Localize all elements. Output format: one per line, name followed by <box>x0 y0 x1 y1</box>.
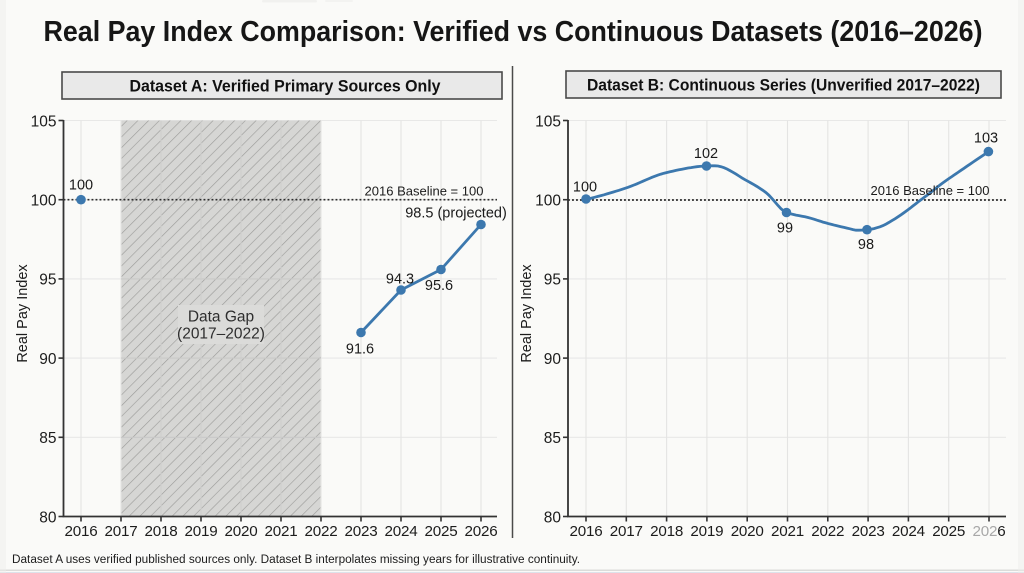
svg-text:105: 105 <box>535 113 561 130</box>
svg-text:2021: 2021 <box>265 523 298 540</box>
svg-text:Dataset A uses verified publis: Dataset A uses verified published source… <box>12 554 580 566</box>
svg-text:2025: 2025 <box>425 523 458 540</box>
svg-text:100: 100 <box>69 178 93 194</box>
svg-text:Dataset B: Continuous Series (: Dataset B: Continuous Series (Unverified… <box>587 77 980 95</box>
svg-text:2024: 2024 <box>385 523 418 540</box>
svg-text:90: 90 <box>544 351 562 368</box>
svg-text:105: 105 <box>31 113 57 130</box>
svg-text:91.6: 91.6 <box>346 341 374 357</box>
svg-text:2021: 2021 <box>771 523 804 540</box>
svg-text:2018: 2018 <box>650 523 683 540</box>
svg-text:2016: 2016 <box>65 523 98 540</box>
svg-text:Real Pay Index Comparison: Ver: Real Pay Index Comparison: Verified vs C… <box>44 16 983 48</box>
svg-text:94.3: 94.3 <box>386 272 414 288</box>
svg-text:85: 85 <box>544 430 561 447</box>
svg-text:2023: 2023 <box>345 523 378 540</box>
svg-text:99: 99 <box>777 220 793 236</box>
svg-text:2025: 2025 <box>932 523 965 540</box>
svg-text:2018: 2018 <box>145 523 178 540</box>
svg-text:100: 100 <box>31 193 57 210</box>
svg-text:103: 103 <box>974 131 998 147</box>
svg-text:2026: 2026 <box>973 523 1006 540</box>
svg-text:95: 95 <box>39 272 56 289</box>
svg-text:2022: 2022 <box>811 523 844 540</box>
svg-text:2017: 2017 <box>105 523 138 540</box>
svg-text:90: 90 <box>39 351 57 368</box>
svg-text:80: 80 <box>544 509 562 526</box>
svg-text:2016 Baseline = 100: 2016 Baseline = 100 <box>365 184 484 199</box>
svg-text:102: 102 <box>694 146 718 162</box>
svg-text:98.5 (projected): 98.5 (projected) <box>405 206 507 222</box>
svg-text:Real Pay Index: Real Pay Index <box>519 264 535 363</box>
svg-text:Real Pay Index: Real Pay Index <box>15 264 31 363</box>
svg-text:2020: 2020 <box>225 523 258 540</box>
svg-text:2019: 2019 <box>185 523 218 540</box>
svg-text:2024: 2024 <box>892 523 925 540</box>
svg-text:2019: 2019 <box>690 523 723 540</box>
svg-text:2026: 2026 <box>465 523 498 540</box>
svg-text:98: 98 <box>858 237 874 253</box>
svg-text:95.6: 95.6 <box>425 278 453 294</box>
svg-text:2017: 2017 <box>610 523 643 540</box>
svg-text:2023: 2023 <box>852 523 885 540</box>
svg-text:2016 Baseline = 100: 2016 Baseline = 100 <box>871 183 990 198</box>
svg-text:(2017–2022): (2017–2022) <box>177 326 265 343</box>
svg-text:2016: 2016 <box>570 523 603 540</box>
svg-text:100: 100 <box>573 179 597 195</box>
svg-text:80: 80 <box>39 509 57 526</box>
svg-text:100: 100 <box>535 193 561 210</box>
svg-text:Data Gap: Data Gap <box>188 309 254 326</box>
svg-text:85: 85 <box>39 430 56 447</box>
svg-text:Dataset A: Verified Primary So: Dataset A: Verified Primary Sources Only <box>130 78 442 96</box>
svg-text:95: 95 <box>544 272 561 289</box>
svg-text:2020: 2020 <box>731 523 764 540</box>
svg-text:2022: 2022 <box>305 523 338 540</box>
